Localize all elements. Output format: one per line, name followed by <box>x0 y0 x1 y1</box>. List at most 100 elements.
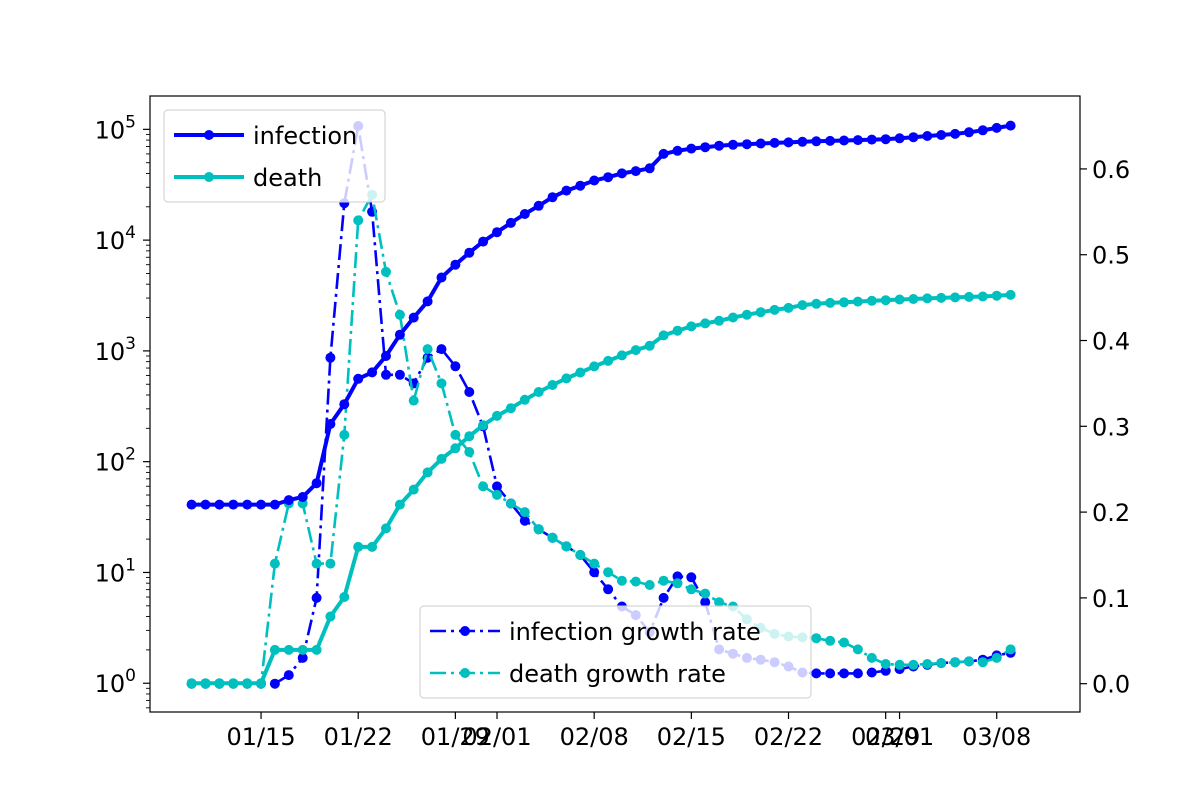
legend-swatch-marker <box>204 172 214 182</box>
data-point-death <box>311 644 322 655</box>
data-point-death <box>686 321 697 332</box>
data-point-infection-growth-rate <box>589 567 600 578</box>
data-point-death <box>797 300 808 311</box>
data-point-death-growth-rate <box>894 659 905 670</box>
data-point-infection <box>547 192 558 203</box>
data-point-death-growth-rate <box>603 567 614 578</box>
left-axis-tick-label: 101 <box>95 555 136 587</box>
data-point-death <box>741 309 752 320</box>
data-point-death <box>519 394 530 405</box>
data-point-infection-growth-rate <box>866 667 877 678</box>
data-point-infection <box>186 499 197 510</box>
data-point-infection <box>977 125 988 136</box>
data-point-death <box>880 295 891 306</box>
data-point-infection <box>492 227 502 238</box>
data-point-death-growth-rate <box>922 659 933 669</box>
data-point-death <box>825 297 836 308</box>
data-point-infection <box>519 209 530 219</box>
data-point-death <box>630 345 641 356</box>
data-point-death <box>991 290 1002 301</box>
plot-frame <box>149 95 1081 713</box>
data-point-infection-growth-rate <box>464 387 475 397</box>
data-point-death <box>894 294 905 305</box>
legend-layer: infection death infection growth rate death… <box>163 109 812 699</box>
data-point-death-growth-rate <box>575 550 586 560</box>
data-point-death <box>839 297 849 308</box>
data-point-death-growth-rate <box>658 575 669 586</box>
data-point-death <box>866 295 877 306</box>
left-axis-tick-label: 103 <box>95 334 136 366</box>
data-point-infection <box>297 492 308 502</box>
data-point-infection <box>936 130 947 140</box>
x-axis-tick-label: 01/15 <box>226 723 295 751</box>
data-point-infection <box>852 135 863 146</box>
x-axis-tick-label: 02/15 <box>657 723 726 751</box>
data-point-death <box>408 484 419 495</box>
data-point-infection-growth-rate <box>297 652 308 663</box>
data-point-death <box>394 499 405 510</box>
data-point-death-growth-rate <box>964 656 974 667</box>
data-point-infection <box>741 139 752 150</box>
data-point-infection <box>339 399 350 410</box>
data-point-infection <box>1005 120 1016 131</box>
data-point-death-growth-rate <box>408 395 419 406</box>
data-point-death <box>297 644 308 655</box>
legend-top-left: infection death <box>163 109 386 203</box>
data-point-infection <box>505 217 516 228</box>
data-point-death <box>616 350 627 361</box>
legend-label: infection growth rate <box>509 618 761 646</box>
series-death <box>186 289 1016 689</box>
data-point-infection-growth-rate <box>436 344 447 355</box>
data-point-death <box>228 678 239 689</box>
data-point-infection <box>728 139 738 150</box>
x-axis-tick-label: 03/08 <box>962 723 1031 751</box>
series-infection <box>186 120 1016 510</box>
data-point-infection-growth-rate <box>283 670 294 681</box>
data-point-death <box>242 678 253 689</box>
left-axis-tick-label: 104 <box>95 223 136 255</box>
data-point-infection <box>575 180 586 191</box>
data-point-death-growth-rate <box>825 635 836 646</box>
data-point-infection-growth-rate <box>700 597 711 608</box>
x-axis-tick-label: 02/22 <box>754 723 823 751</box>
data-point-infection <box>714 140 725 151</box>
data-point-infection <box>797 136 808 147</box>
data-point-infection <box>644 163 655 174</box>
data-point-infection-growth-rate <box>839 668 849 679</box>
data-point-death <box>783 302 794 313</box>
left-axis-tick-label: 105 <box>95 112 136 144</box>
data-point-death-growth-rate <box>505 498 516 509</box>
data-point-death-growth-rate <box>589 558 600 569</box>
data-point-infection-growth-rate <box>492 481 502 492</box>
data-point-death-growth-rate <box>381 266 391 277</box>
data-point-death-growth-rate <box>672 578 683 589</box>
right-axis-tick-label: 0.0 <box>1092 671 1130 699</box>
data-point-death-growth-rate <box>464 447 475 457</box>
right-axis-tick-label: 0.3 <box>1092 413 1130 441</box>
data-point-death-growth-rate <box>616 575 627 586</box>
data-point-infection <box>228 499 239 510</box>
data-point-death <box>339 592 350 602</box>
data-point-infection-growth-rate <box>519 515 530 526</box>
data-point-death <box>728 312 738 323</box>
data-point-death-growth-rate <box>325 558 336 569</box>
data-point-death-growth-rate <box>839 637 849 648</box>
data-point-infection <box>908 132 919 143</box>
data-point-infection <box>325 419 336 429</box>
data-point-death-growth-rate <box>450 429 461 440</box>
data-point-death <box>505 403 516 414</box>
data-point-death-growth-rate <box>630 576 641 587</box>
data-point-infection <box>866 134 877 145</box>
data-point-infection <box>381 351 391 361</box>
data-point-infection <box>450 259 461 270</box>
data-point-infection-growth-rate <box>825 668 836 679</box>
data-point-death <box>381 523 391 534</box>
data-point-death <box>589 361 600 372</box>
data-point-death <box>977 291 988 302</box>
data-point-death-growth-rate <box>478 481 489 492</box>
left-axis-tick-label: 102 <box>95 445 136 477</box>
data-point-death <box>755 307 766 318</box>
data-point-infection <box>686 143 697 154</box>
data-point-death-growth-rate <box>519 507 530 518</box>
x-axis-tick-label: 01/29 <box>421 723 490 751</box>
